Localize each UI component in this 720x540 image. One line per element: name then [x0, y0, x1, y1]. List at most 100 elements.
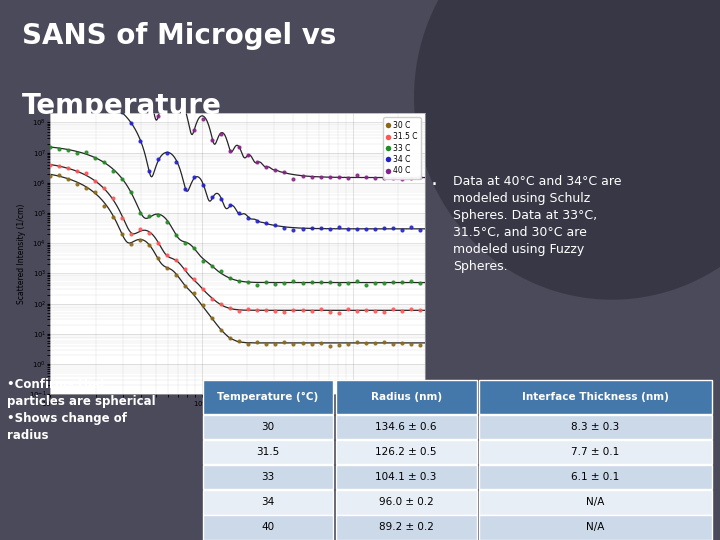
Point	[198, 285, 210, 293]
Point	[315, 277, 326, 286]
Point	[288, 226, 300, 234]
Point	[144, 212, 156, 220]
Point	[387, 305, 398, 313]
Legend: 30 C, 31.5 C, 33 C, 34 C, 40 C: 30 C, 31.5 C, 33 C, 34 C, 40 C	[384, 117, 421, 179]
Point	[162, 88, 174, 97]
Point	[360, 172, 372, 181]
Point	[45, 84, 56, 93]
Point	[216, 267, 228, 275]
Point	[54, 85, 66, 94]
Point	[216, 300, 228, 308]
Text: 134.6 ± 0.6: 134.6 ± 0.6	[375, 422, 437, 432]
Point	[171, 157, 182, 166]
Point	[252, 158, 264, 167]
FancyBboxPatch shape	[336, 415, 477, 439]
Point	[108, 101, 120, 110]
Point	[189, 125, 200, 134]
Point	[207, 314, 218, 322]
Point	[261, 219, 272, 228]
Point	[369, 339, 380, 347]
Point	[342, 174, 354, 183]
Point	[207, 261, 218, 270]
Point	[225, 333, 236, 342]
FancyBboxPatch shape	[202, 490, 333, 515]
Point	[405, 223, 416, 232]
Point	[162, 218, 174, 227]
Point	[315, 173, 326, 181]
Point	[333, 280, 344, 288]
Point	[396, 226, 408, 234]
Point	[99, 33, 110, 42]
Text: SANS of Microgel vs: SANS of Microgel vs	[22, 22, 336, 50]
Point	[396, 278, 408, 286]
Point	[360, 280, 372, 289]
FancyBboxPatch shape	[202, 515, 333, 539]
Point	[207, 136, 218, 144]
FancyBboxPatch shape	[479, 380, 712, 414]
Point	[369, 307, 380, 315]
FancyBboxPatch shape	[479, 490, 712, 515]
Point	[252, 280, 264, 289]
Point	[171, 87, 182, 96]
Point	[306, 278, 318, 286]
Point	[207, 193, 218, 202]
Point	[279, 168, 290, 177]
FancyBboxPatch shape	[336, 465, 477, 489]
Text: 7.7 ± 0.1: 7.7 ± 0.1	[571, 447, 619, 457]
Point	[378, 224, 390, 232]
X-axis label: Q (1/A): Q (1/A)	[222, 413, 253, 421]
FancyBboxPatch shape	[202, 440, 333, 464]
Text: 31.5: 31.5	[256, 447, 279, 457]
Point	[351, 338, 362, 346]
Point	[117, 174, 128, 183]
Point	[117, 214, 128, 222]
Point	[396, 338, 408, 347]
Point	[387, 224, 398, 233]
Point	[90, 153, 102, 162]
Point	[81, 169, 92, 178]
Point	[63, 27, 74, 36]
Point	[378, 338, 390, 347]
Point	[270, 166, 282, 174]
Point	[288, 174, 300, 183]
Point	[153, 111, 164, 120]
Point	[315, 305, 326, 314]
Point	[333, 308, 344, 317]
Text: 6.1 ± 0.1: 6.1 ± 0.1	[571, 472, 619, 482]
Point	[171, 255, 182, 264]
Point	[405, 276, 416, 285]
Point	[297, 225, 308, 234]
Point	[351, 225, 362, 233]
Point	[189, 172, 200, 181]
Point	[234, 276, 246, 285]
Point	[414, 279, 426, 287]
Point	[117, 44, 128, 52]
Point	[306, 340, 318, 348]
Point	[414, 341, 426, 349]
Point	[108, 212, 120, 221]
Point	[99, 97, 110, 106]
Point	[171, 271, 182, 279]
Point	[342, 279, 354, 287]
Point	[297, 172, 308, 180]
Point	[279, 224, 290, 233]
Text: 104.1 ± 0.3: 104.1 ± 0.3	[375, 472, 437, 482]
Point	[144, 166, 156, 175]
Point	[243, 151, 254, 159]
FancyBboxPatch shape	[479, 415, 712, 439]
Point	[270, 339, 282, 348]
Point	[225, 274, 236, 283]
Point	[306, 224, 318, 233]
Point	[180, 107, 192, 116]
Point	[378, 279, 390, 287]
Point	[297, 279, 308, 288]
Text: 30: 30	[261, 422, 274, 432]
Text: 33: 33	[261, 472, 275, 482]
Point	[162, 264, 174, 273]
Point	[270, 280, 282, 289]
Point	[216, 326, 228, 334]
Point	[144, 88, 156, 97]
Point	[369, 173, 380, 182]
Point	[216, 195, 228, 204]
Point	[54, 145, 66, 154]
